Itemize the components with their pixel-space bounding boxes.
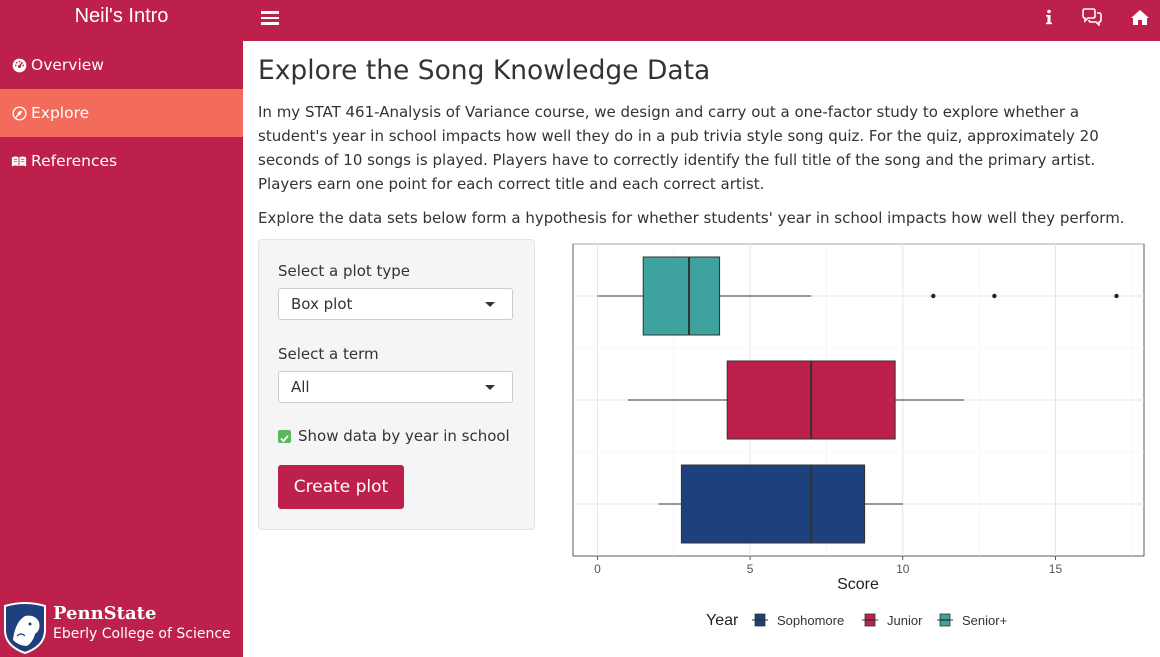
sidebar-item-explore[interactable]: Explore bbox=[0, 89, 243, 137]
chevron-down-icon bbox=[485, 385, 495, 390]
term-value: All bbox=[291, 378, 310, 396]
x-tick-label: 15 bbox=[1049, 562, 1063, 576]
comments-icon[interactable] bbox=[1079, 6, 1105, 28]
outlier-point bbox=[1114, 293, 1119, 299]
year-checkbox[interactable] bbox=[278, 430, 291, 443]
sidebar-item-label: Explore bbox=[31, 104, 90, 122]
controls-panel: Select a plot type Box plot Select a ter… bbox=[258, 239, 535, 530]
plot-type-value: Box plot bbox=[291, 295, 353, 313]
x-tick-label: 0 bbox=[594, 562, 601, 576]
plot-type-label: Select a plot type bbox=[278, 262, 411, 280]
legend-label: Sophomore bbox=[777, 613, 844, 628]
legend-title: Year bbox=[706, 612, 739, 629]
sidebar-item-label: References bbox=[31, 152, 118, 170]
page-title: Explore the Song Knowledge Data bbox=[258, 55, 711, 86]
leanpub-icon bbox=[11, 153, 27, 169]
info-icon[interactable] bbox=[1036, 6, 1062, 28]
chevron-down-icon bbox=[485, 302, 495, 307]
legend-label: Junior bbox=[887, 613, 923, 628]
wpexplorer-icon bbox=[11, 105, 27, 121]
sidebar-item-label: Overview bbox=[31, 56, 104, 74]
check-icon bbox=[280, 435, 289, 443]
box-sophomore bbox=[680, 464, 866, 544]
x-axis-label: Score bbox=[837, 576, 879, 593]
top-bar: Neil's Intro bbox=[0, 0, 1160, 41]
penn-state-logo bbox=[0, 598, 243, 657]
outlier-point bbox=[931, 293, 936, 299]
instruction-paragraph: Explore the data sets below form a hypot… bbox=[258, 209, 1125, 227]
box-plot-chart: 0 5 10 15 Score Year Sophomore Junior Senior+ bbox=[572, 243, 1145, 629]
box-senior bbox=[642, 256, 721, 336]
college-name: Eberly College of Science bbox=[53, 626, 231, 642]
app-title: Neil's Intro bbox=[74, 5, 169, 27]
year-checkbox-label: Show data by year in school bbox=[298, 427, 510, 445]
dashboard-icon bbox=[11, 57, 27, 73]
main-content: Explore the Song Knowledge Data In my ST… bbox=[243, 41, 1160, 657]
create-plot-button[interactable]: Create plot bbox=[278, 465, 404, 509]
nittany-lion-shield-icon bbox=[4, 602, 46, 654]
term-select[interactable]: All bbox=[278, 371, 513, 403]
term-label: Select a term bbox=[278, 345, 379, 363]
legend-label: Senior+ bbox=[962, 613, 1007, 628]
home-icon[interactable] bbox=[1127, 6, 1153, 28]
sidebar-item-references[interactable]: References bbox=[0, 137, 243, 185]
sidebar: Overview Explore References bbox=[0, 41, 243, 657]
plot-type-select[interactable]: Box plot bbox=[278, 288, 513, 320]
x-tick-label: 5 bbox=[747, 562, 754, 576]
sidebar-item-overview[interactable]: Overview bbox=[0, 41, 243, 89]
x-tick-label: 10 bbox=[896, 562, 910, 576]
sidebar-toggle-icon[interactable] bbox=[261, 8, 279, 25]
outlier-point bbox=[992, 293, 997, 299]
brand-name: PennState bbox=[53, 603, 157, 624]
intro-paragraph: In my STAT 461-Analysis of Variance cour… bbox=[258, 103, 1099, 193]
